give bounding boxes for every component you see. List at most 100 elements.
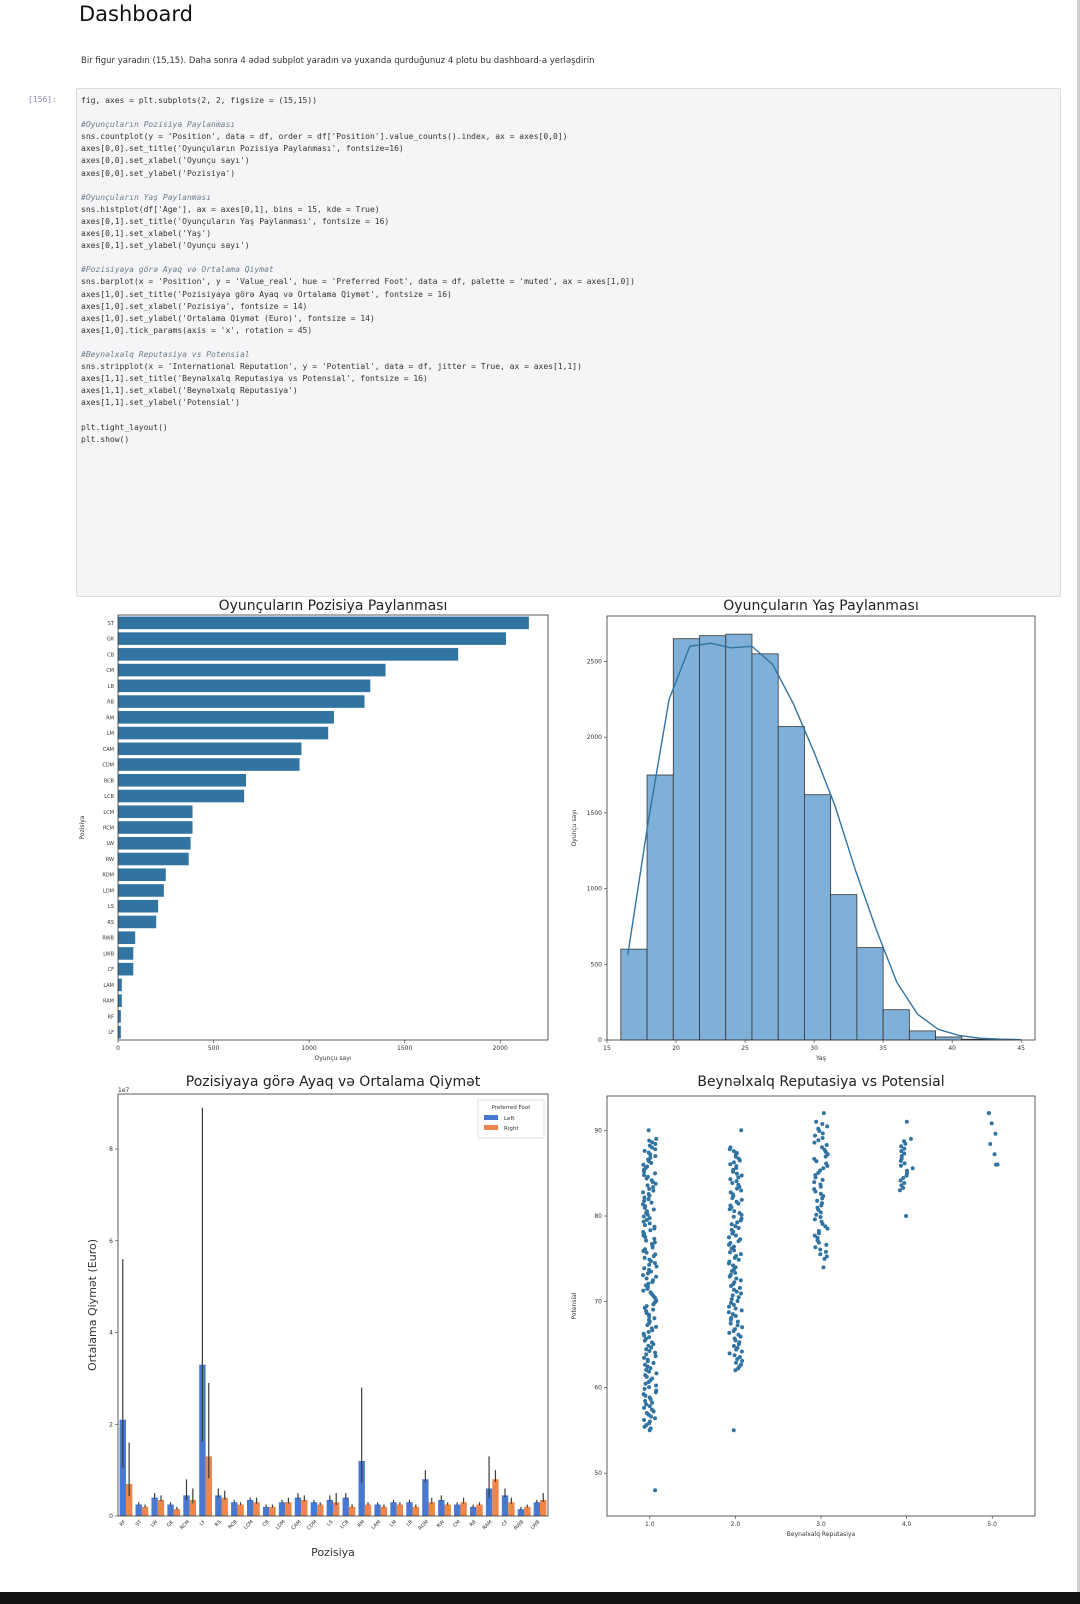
strip-point	[644, 1367, 649, 1372]
strip-point	[818, 1191, 823, 1196]
bar	[412, 1506, 419, 1516]
strip-point	[650, 1400, 655, 1405]
strip-point	[739, 1188, 744, 1193]
strip-point	[642, 1195, 647, 1200]
strip-point	[647, 1186, 652, 1191]
strip-point	[729, 1315, 734, 1320]
strip-point	[646, 1329, 651, 1334]
strip-point	[899, 1183, 904, 1188]
x-tick-label: 1.0	[645, 1521, 655, 1528]
strip-point	[650, 1140, 655, 1145]
histogram-bar	[620, 948, 648, 1041]
x-tick-label: 45	[1017, 1045, 1025, 1052]
bar	[476, 1504, 483, 1516]
strip-point	[644, 1276, 649, 1281]
y-tick-label: LS	[108, 904, 114, 910]
strip-point	[734, 1360, 739, 1365]
chart-svg: Beynəlxalq Reputasiya vs Potensial 1.0 2.0…	[571, 1074, 1036, 1538]
code-line: axes[0,1].set_ylabel('Oyunçu sayı')	[81, 241, 250, 251]
taskbar-strip	[0, 1592, 1080, 1604]
y-axis-label: Oyunçu sayı	[571, 809, 578, 846]
strip-point	[645, 1183, 650, 1188]
y-tick-label: ST	[108, 621, 115, 627]
x-tick-label: CDM	[306, 1519, 318, 1531]
strip-point	[654, 1136, 659, 1141]
strip-point	[642, 1148, 647, 1153]
age-histogram-chart: Oyunçuların Yaş Paylanması 15 20 25 30 35 40 45…	[562, 598, 1062, 1068]
strip-point	[730, 1293, 735, 1298]
strip-point	[649, 1242, 654, 1247]
bar	[118, 994, 122, 1007]
strip-point	[727, 1351, 732, 1356]
strip-point	[733, 1224, 738, 1229]
strip-point	[651, 1188, 656, 1193]
strip-point	[902, 1161, 907, 1166]
strip-point	[654, 1383, 659, 1388]
histogram-bar	[777, 726, 805, 1041]
x-tick-label: LAM	[370, 1519, 382, 1531]
y-tick-label: LDM	[103, 888, 114, 894]
y-tick-label: 90	[594, 1127, 602, 1134]
strip-point	[646, 1150, 651, 1155]
plot-frame	[117, 614, 549, 1041]
bar	[269, 1506, 276, 1516]
strip-point	[818, 1182, 823, 1187]
y-tick-label: LB	[108, 684, 115, 690]
strip-point	[644, 1352, 649, 1357]
histogram-bar	[699, 635, 727, 1041]
strip-point	[727, 1250, 732, 1255]
bar	[215, 1495, 222, 1516]
strip-point	[736, 1182, 741, 1187]
y-tick-label: 2	[109, 1421, 113, 1428]
strip-point	[653, 1171, 658, 1176]
plot-frame	[606, 615, 1036, 1041]
strip-point	[653, 1354, 658, 1359]
strip-point	[740, 1358, 745, 1363]
strip-point	[736, 1225, 741, 1230]
strip-point	[816, 1126, 821, 1131]
y-tick-label: RCB	[104, 778, 115, 784]
strip-point	[734, 1171, 739, 1176]
x-axis-label: Oyunçu sayı	[315, 1055, 352, 1062]
code-editor[interactable]: fig, axes = plt.subplots(2, 2, figsize =…	[81, 95, 635, 446]
strip-point	[897, 1188, 902, 1193]
strip-point	[641, 1219, 646, 1224]
bar	[118, 742, 302, 756]
strip-point	[645, 1209, 650, 1214]
strip-point	[736, 1257, 741, 1262]
strip-point	[728, 1145, 733, 1150]
bar	[118, 836, 191, 850]
strip-point	[652, 1261, 657, 1266]
code-line: #Oyunçuların Pozisiya Paylanması	[81, 120, 236, 130]
strip-point	[644, 1336, 649, 1341]
strip-point	[643, 1373, 648, 1378]
strip-point	[641, 1214, 646, 1219]
chart-svg: Pozisiyaya görə Ayaq və Ortalama Qiymət 1…	[86, 1074, 549, 1559]
x-tick-label: 30	[810, 1045, 818, 1052]
strip-point	[813, 1133, 818, 1138]
y-axis-label: Pozisiya	[79, 815, 86, 839]
x-tick-label: CAM	[290, 1519, 302, 1531]
strip-point	[733, 1233, 738, 1238]
legend-swatch	[484, 1125, 498, 1130]
strip-point	[728, 1321, 733, 1326]
x-tick-label: RCB	[227, 1519, 239, 1531]
strip-point	[646, 1317, 651, 1322]
histogram-bar	[856, 947, 884, 1041]
strip-point	[651, 1207, 656, 1212]
code-cell[interactable]: fig, axes = plt.subplots(2, 2, figsize =…	[76, 88, 1061, 597]
strip-point	[738, 1291, 743, 1296]
code-line: #Pozisiyaya görə Ayaq və Ortalama Qiymət	[81, 265, 274, 275]
strip-point	[735, 1220, 740, 1225]
strip-point	[902, 1151, 907, 1156]
bar	[485, 1488, 493, 1516]
bar	[118, 726, 329, 740]
y-axis-label: Potensial	[571, 1292, 578, 1319]
strip-point	[653, 1350, 658, 1355]
strip-point	[727, 1259, 732, 1264]
strip-point	[993, 1131, 998, 1136]
strip-point	[652, 1316, 657, 1321]
y-axis-label: Ortalama Qiymət (Euro)	[86, 1239, 99, 1371]
y-tick-label: LCM	[103, 810, 114, 816]
bar	[118, 884, 164, 897]
